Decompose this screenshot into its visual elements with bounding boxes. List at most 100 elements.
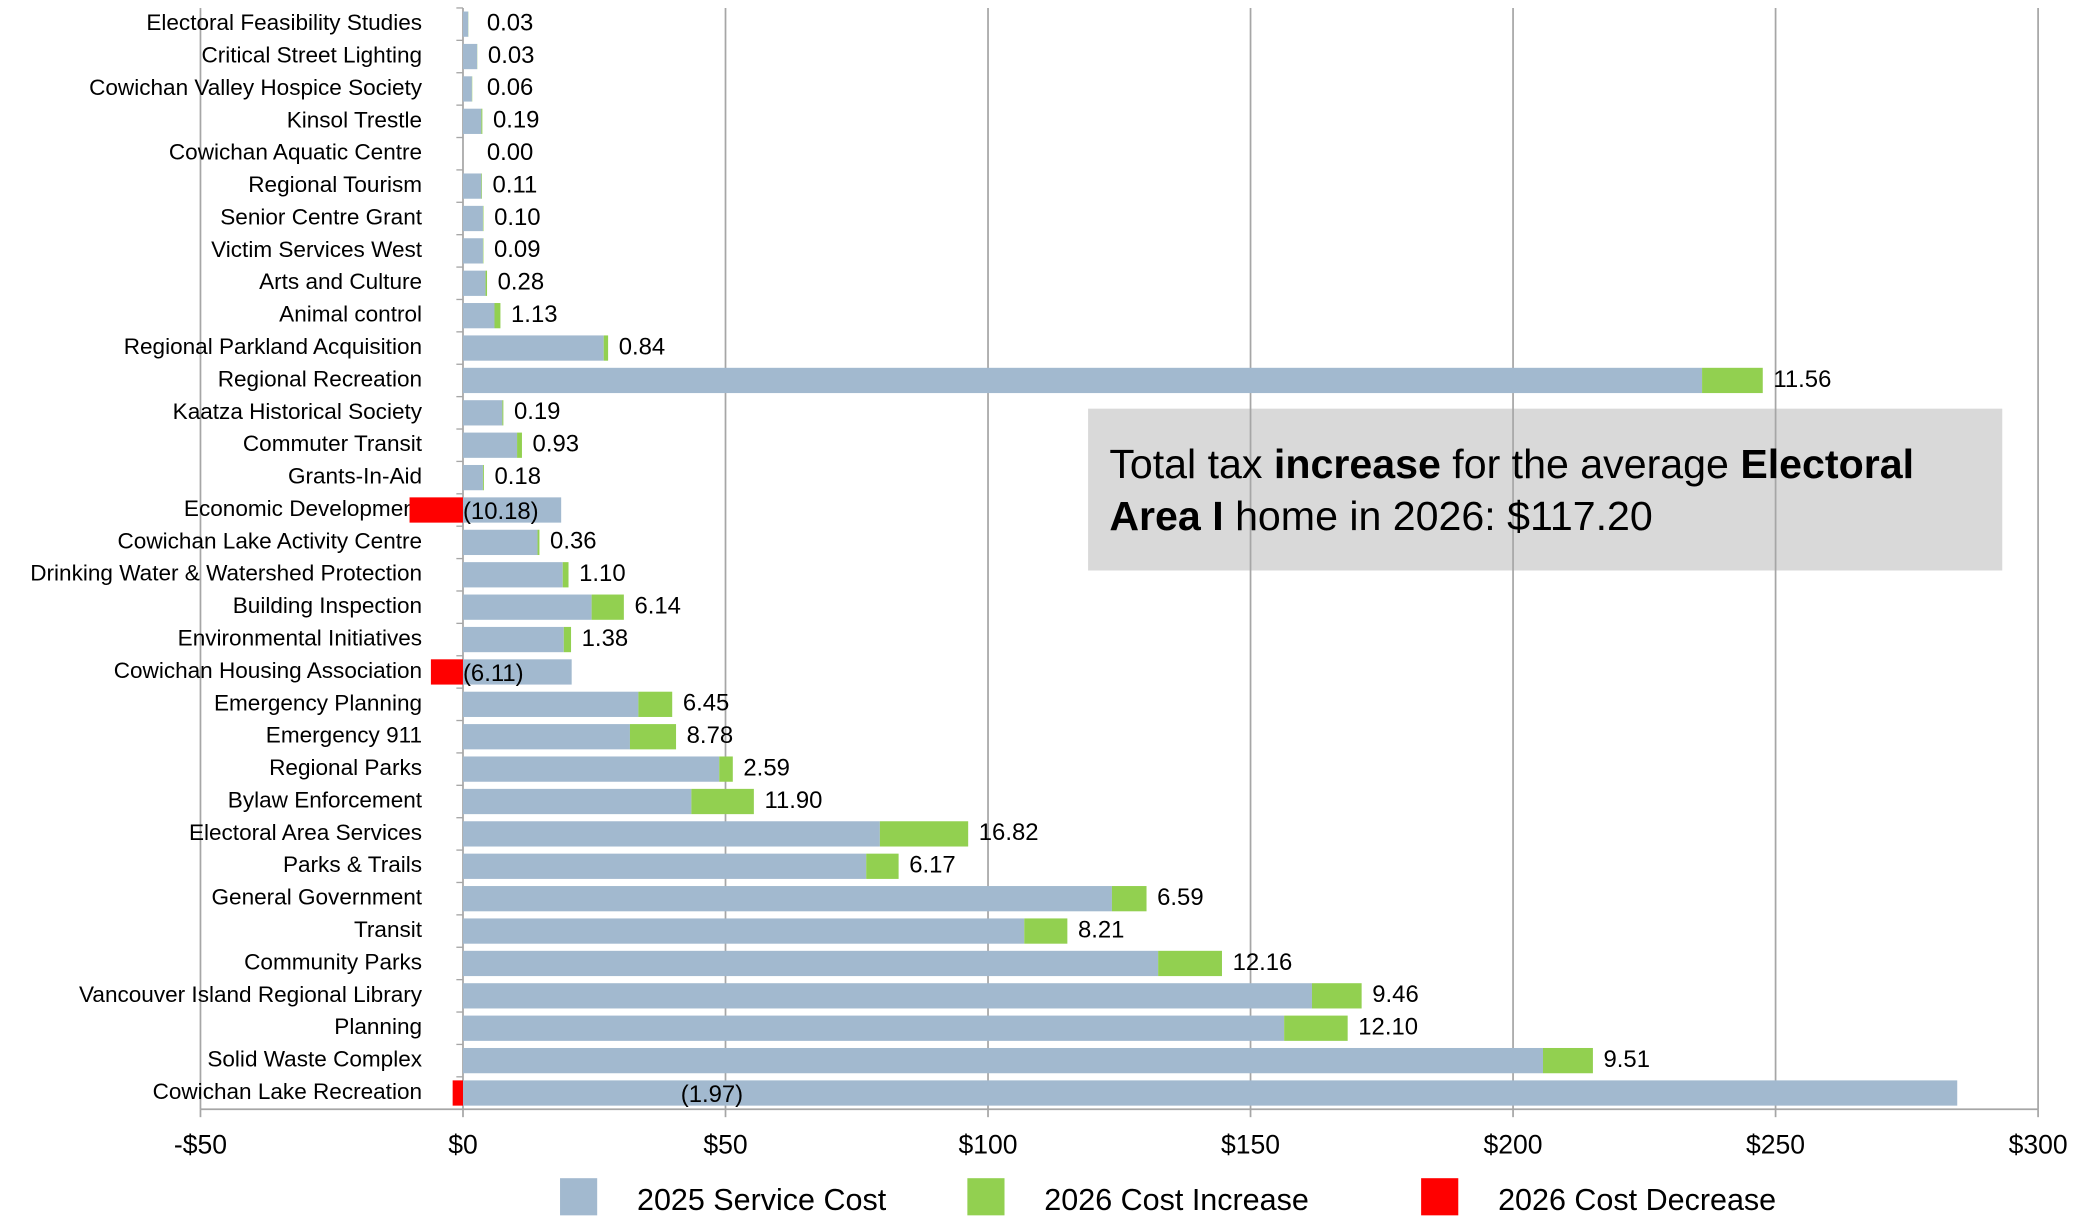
y-tick-label: Victim Services West xyxy=(211,237,423,262)
bar-segment xyxy=(462,950,1159,977)
bar-segment xyxy=(517,432,522,458)
data-label: 8.78 xyxy=(687,722,733,749)
bar-segment xyxy=(1158,950,1222,977)
bar-segment xyxy=(462,626,564,653)
bar-segment xyxy=(719,756,733,782)
y-tick-label: Building Inspection xyxy=(233,593,422,618)
legend-swatch xyxy=(560,1178,598,1216)
y-tick-label: Kinsol Trestle xyxy=(287,107,422,132)
y-tick-label: Parks & Trails xyxy=(283,852,422,877)
bar-segment xyxy=(638,691,673,717)
bar-segment xyxy=(462,853,867,879)
data-label: 0.93 xyxy=(533,431,579,458)
bar-segment xyxy=(462,594,592,620)
y-tick-label: Senior Centre Grant xyxy=(220,204,423,229)
y-tick-label: Vancouver Island Regional Library xyxy=(79,982,423,1007)
bar-segment xyxy=(562,562,569,588)
data-label: 1.13 xyxy=(511,301,557,328)
data-label: 0.03 xyxy=(488,42,534,69)
bar-segment xyxy=(603,335,609,361)
bar-segment xyxy=(482,464,484,491)
y-tick-label: General Government xyxy=(212,885,423,910)
bar-segment xyxy=(462,205,483,232)
bar-segment xyxy=(462,886,1112,912)
legend-label: 2026 Cost Increase xyxy=(1044,1183,1309,1217)
data-label: (1.97) xyxy=(681,1081,743,1108)
bar-segment xyxy=(462,303,495,329)
annotation-run: increase xyxy=(1274,441,1441,487)
bar-segment xyxy=(1111,886,1147,912)
x-tick-label: $150 xyxy=(1221,1129,1280,1159)
y-tick-label: Bylaw Enforcement xyxy=(228,787,423,812)
data-label: 1.10 xyxy=(579,560,625,587)
bar-segment xyxy=(481,108,483,134)
bar-segment xyxy=(430,659,463,685)
y-tick-label: Cowichan Lake Recreation xyxy=(153,1079,422,1104)
bar-segment xyxy=(462,756,720,782)
bar-segment xyxy=(462,400,503,426)
bar-segment xyxy=(502,400,504,426)
bar-segment xyxy=(462,691,639,717)
annotation-run: home in 2026: $117.20 xyxy=(1224,493,1653,539)
data-label: 0.06 xyxy=(487,74,533,101)
data-label: 0.36 xyxy=(550,528,596,555)
y-tick-label: Emergency Planning xyxy=(214,690,422,715)
bar-segment xyxy=(866,853,899,879)
data-label: 0.19 xyxy=(514,398,560,425)
legend-swatch xyxy=(1421,1178,1459,1216)
bar-segment xyxy=(462,821,880,847)
bar-segment xyxy=(629,724,677,750)
y-tick-label: Community Parks xyxy=(244,949,422,974)
data-label: 1.38 xyxy=(582,625,628,652)
data-label: 0.28 xyxy=(498,269,544,296)
bar-segment xyxy=(462,788,692,815)
bar-segment xyxy=(879,821,969,847)
x-tick-label: $50 xyxy=(703,1129,747,1159)
y-tick-label: Grants-In-Aid xyxy=(288,464,422,489)
y-tick-label: Environmental Initiatives xyxy=(178,626,422,651)
bar-segment xyxy=(1702,367,1763,394)
bar-segment xyxy=(462,1015,1285,1041)
data-label: 16.82 xyxy=(979,819,1039,846)
bar-segment xyxy=(494,303,501,329)
bar-segment xyxy=(452,1080,463,1106)
data-label: 12.16 xyxy=(1233,949,1293,976)
data-label: 11.90 xyxy=(764,787,822,814)
annotation-run: Electoral xyxy=(1740,441,1914,487)
bar-segment xyxy=(462,464,483,491)
bar-segment xyxy=(462,367,1703,394)
y-tick-label: Kaatza Historical Society xyxy=(173,399,423,424)
bar-segment xyxy=(462,918,1025,944)
bar-segment xyxy=(482,205,484,232)
y-tick-label: Regional Parks xyxy=(269,755,422,780)
annotation-run: Total tax xyxy=(1109,441,1274,487)
bar-segment xyxy=(462,11,469,37)
data-label: 2.59 xyxy=(743,754,789,781)
data-label: 6.17 xyxy=(909,852,955,879)
bar-segment xyxy=(462,173,482,199)
y-tick-label: Critical Street Lighting xyxy=(201,42,422,67)
data-label: 6.14 xyxy=(634,592,680,619)
y-tick-label: Regional Recreation xyxy=(218,366,422,391)
bar-segment xyxy=(462,108,482,134)
bar-segment xyxy=(462,238,483,264)
y-tick-label: Solid Waste Complex xyxy=(207,1047,422,1072)
bar-segment xyxy=(462,983,1312,1009)
data-label: 0.19 xyxy=(493,107,539,134)
bar-segment xyxy=(462,529,538,556)
annotation: Total tax increase for the average Elect… xyxy=(1109,441,1914,487)
data-label: 11.56 xyxy=(1773,366,1831,393)
data-label: 0.11 xyxy=(493,171,538,198)
bar-segment xyxy=(462,432,518,458)
x-tick-label: $0 xyxy=(448,1129,477,1159)
x-tick-label: $100 xyxy=(959,1129,1018,1159)
y-tick-label: Cowichan Aquatic Centre xyxy=(169,140,422,165)
data-label: 0.18 xyxy=(495,463,541,490)
bar-segment xyxy=(462,497,562,523)
data-label: 8.21 xyxy=(1078,916,1124,943)
bar-segment xyxy=(462,562,563,588)
data-label: 12.10 xyxy=(1358,1014,1418,1041)
bar-segment xyxy=(462,1047,1543,1074)
y-tick-label: Cowichan Valley Hospice Society xyxy=(89,75,423,100)
bar-segment xyxy=(691,788,754,815)
